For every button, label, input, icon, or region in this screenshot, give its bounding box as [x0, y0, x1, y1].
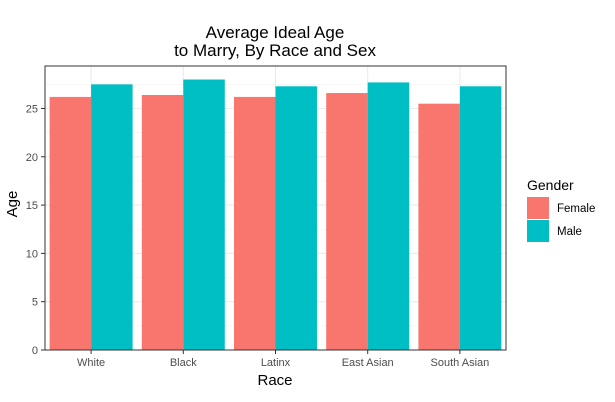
y-tick-label: 10	[26, 248, 38, 260]
legend-label-female: Female	[557, 203, 595, 215]
chart-title-line-2: to Marry, By Race and Sex	[174, 41, 376, 60]
chart-title: Average Ideal Age to Marry, By Race and …	[174, 23, 376, 60]
y-tick-label: 5	[32, 297, 38, 309]
legend-key-male	[527, 220, 549, 242]
legend-key-female	[527, 197, 549, 219]
legend: Gender Female Male	[527, 177, 595, 242]
bar-female-white	[49, 96, 92, 351]
bar-female-latinx	[234, 96, 276, 351]
y-tick-label: 15	[26, 200, 38, 212]
y-axis-title: Age	[4, 191, 21, 218]
chart-title-line-1: Average Ideal Age	[206, 23, 345, 42]
bar-male-white	[91, 84, 133, 350]
x-axis-title: Race	[257, 372, 292, 389]
bar-female-east-asian	[326, 93, 368, 351]
y-tick-label: 20	[26, 152, 38, 164]
bar-male-south-asian	[459, 86, 502, 351]
legend-label-male: Male	[557, 226, 582, 238]
y-tick-label: 0	[32, 345, 38, 357]
bar-male-east-asian	[367, 82, 410, 351]
bar-female-black	[141, 94, 184, 351]
bars	[49, 79, 502, 351]
x-tick-label: Black	[170, 357, 197, 369]
x-tick-label: Latinx	[261, 357, 291, 369]
y-tick-label: 25	[26, 104, 38, 116]
x-axis-ticks: White Black Latinx East Asian South Asian	[77, 350, 489, 369]
bar-male-latinx	[275, 86, 317, 351]
x-tick-label: East Asian	[342, 357, 394, 369]
x-tick-label: White	[77, 357, 105, 369]
bar-male-black	[183, 79, 225, 351]
legend-title: Gender	[527, 177, 574, 193]
y-axis-ticks: 0 5 10 15 20 25	[26, 104, 45, 357]
bar-female-south-asian	[418, 103, 460, 351]
x-tick-label: South Asian	[431, 357, 490, 369]
